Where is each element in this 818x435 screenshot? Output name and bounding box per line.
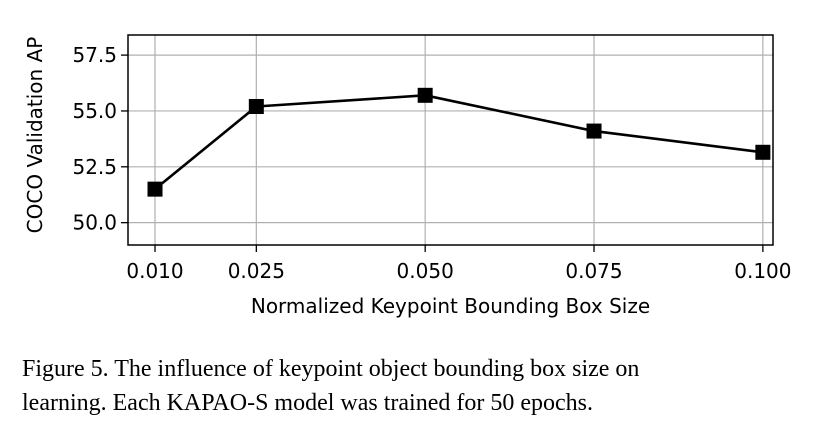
y-tick-label: 55.0 bbox=[72, 99, 117, 123]
plot-frame bbox=[127, 34, 774, 246]
series bbox=[147, 87, 771, 197]
x-tick-label: 0.025 bbox=[228, 259, 285, 283]
figure-caption: Figure 5. The influence of keypoint obje… bbox=[22, 352, 812, 420]
y-tick-label: 50.0 bbox=[72, 211, 117, 235]
series-line bbox=[154, 94, 764, 191]
chart: 0.010 0.025 0.050 0.075 0.100 50.0 52.5 55.0 57.… bbox=[23, 34, 792, 318]
grid bbox=[128, 35, 773, 245]
axis-ticks: 0.010 0.025 0.050 0.075 0.100 50.0 52.5 55.0 57.… bbox=[72, 43, 791, 283]
y-axis-title: COCO Validation AP bbox=[23, 37, 47, 234]
data-point-marker bbox=[417, 87, 433, 103]
data-point-marker bbox=[755, 144, 771, 160]
y-tick-label: 52.5 bbox=[72, 155, 117, 179]
line-chart: 0.010 0.025 0.050 0.075 0.100 50.0 52.5 55.0 57.… bbox=[23, 34, 792, 318]
x-axis-title: Normalized Keypoint Bounding Box Size bbox=[251, 294, 650, 318]
data-point-marker bbox=[248, 98, 264, 114]
caption-line-1: Figure 5. The influence of keypoint obje… bbox=[22, 356, 640, 382]
x-tick-label: 0.010 bbox=[126, 259, 183, 283]
x-tick-label: 0.075 bbox=[565, 259, 622, 283]
y-tick-label: 57.5 bbox=[72, 43, 117, 67]
x-tick-label: 0.050 bbox=[397, 259, 454, 283]
x-tick-label: 0.100 bbox=[734, 259, 791, 283]
data-point-marker bbox=[586, 123, 602, 139]
data-point-marker bbox=[147, 181, 163, 197]
caption-line-2: learning. Each KAPAO-S model was trained… bbox=[22, 390, 593, 416]
